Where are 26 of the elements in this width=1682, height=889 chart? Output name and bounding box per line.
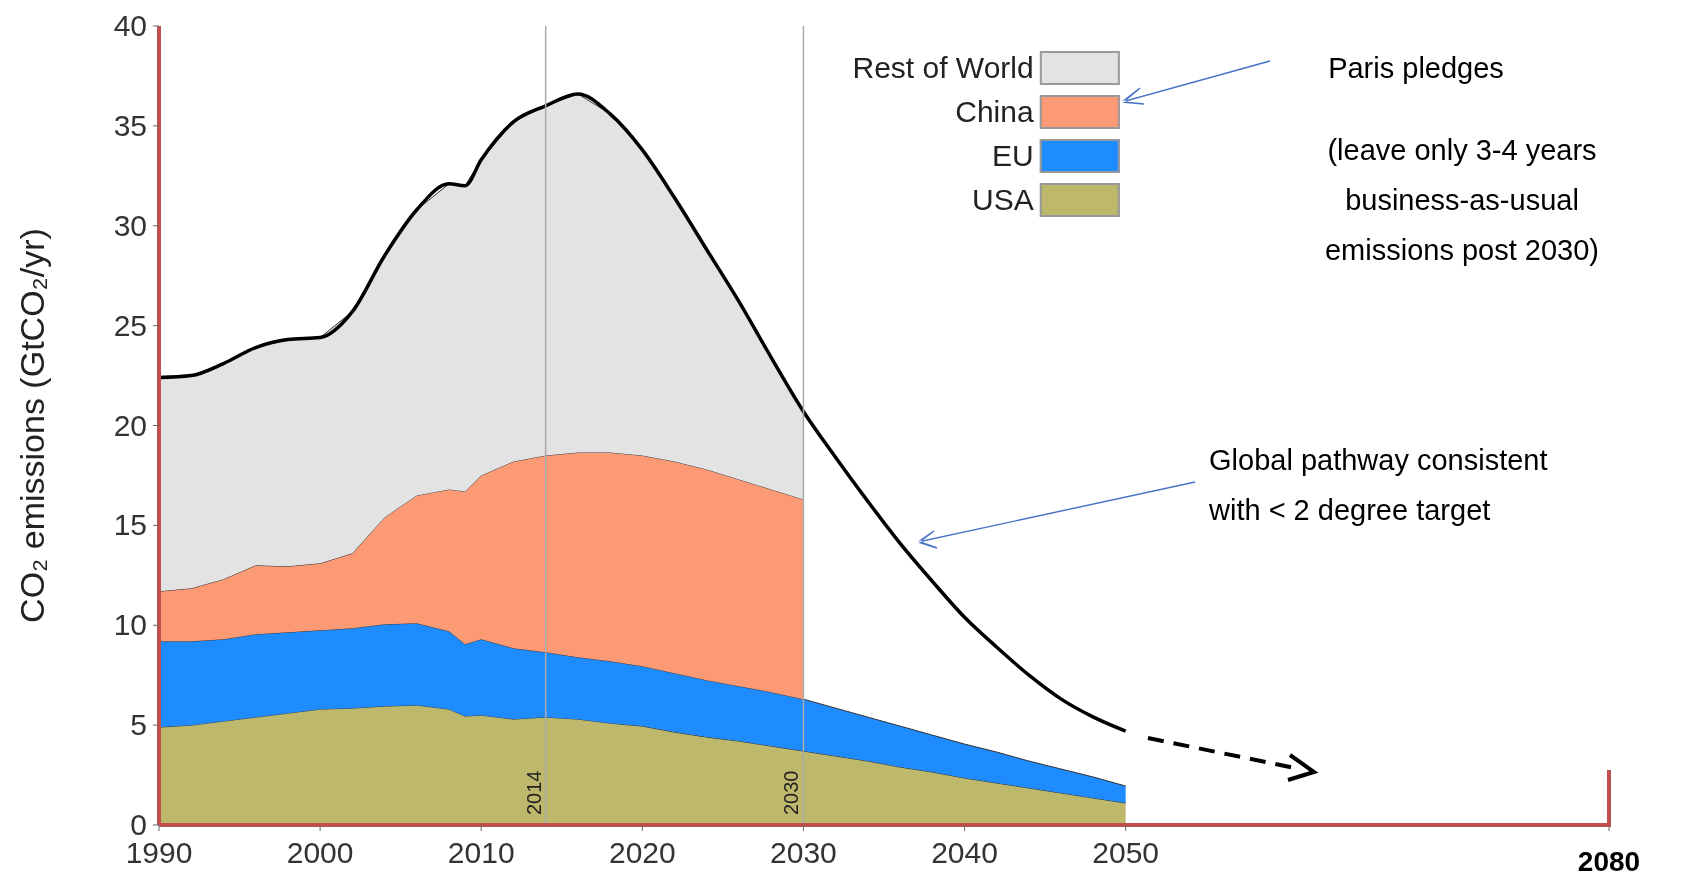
y-tick-label: 30 [113, 208, 147, 242]
y-tick-label: 40 [113, 9, 147, 42]
x-tick-label: 2020 [608, 836, 676, 869]
legend-label: USA [971, 183, 1034, 217]
x-tick-label: 2080 [1577, 846, 1641, 877]
y-tick-label: 5 [130, 708, 147, 742]
annotation: Global pathway consistent with < 2 degree target [1208, 444, 1548, 526]
x-tick-label: 2010 [447, 836, 515, 869]
x-tick-label: 2050 [1092, 836, 1160, 869]
legend-label: Rest of World [852, 51, 1034, 85]
x-tick-label: 2000 [286, 836, 354, 869]
ref-line-label: 2030 [780, 770, 803, 815]
y-axis-title: CO₂ emissions (GtCO₂/yr) [13, 228, 51, 623]
ref-line-label: 2014 [522, 770, 545, 815]
x-tick-label: 2040 [931, 836, 998, 869]
line-series [159, 92, 1128, 733]
legend-label: China [955, 95, 1034, 129]
y-tick-label: 25 [113, 308, 147, 342]
y-tick-label: 20 [113, 408, 147, 442]
y-tick-label: 35 [113, 108, 147, 142]
legend-label: EU [991, 139, 1034, 173]
annotation: (leave only 3-4 years business-as-usual emissions post 2030) [1324, 134, 1600, 266]
y-tick-label: 15 [113, 508, 147, 542]
x-tick-label: 2030 [770, 836, 837, 869]
annotation: Paris pledges [1328, 52, 1504, 84]
y-tick-label: 10 [113, 608, 147, 642]
